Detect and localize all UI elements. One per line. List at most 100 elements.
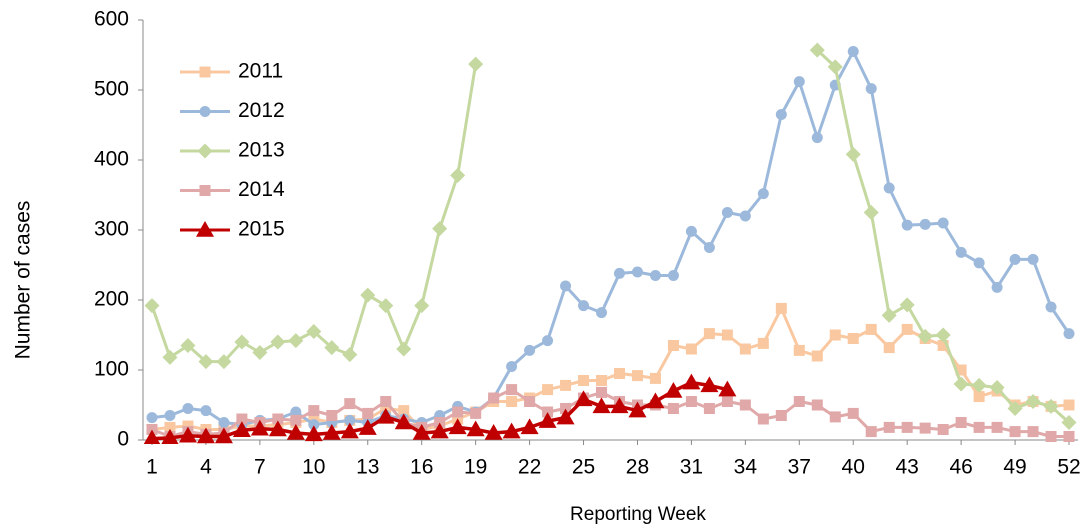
- point: [308, 405, 320, 417]
- point: [1045, 301, 1057, 313]
- series-line: [151, 388, 1070, 438]
- y-tick-label: 400: [94, 148, 129, 171]
- point: [989, 380, 1005, 395]
- point: [613, 368, 625, 379]
- point: [232, 421, 251, 437]
- point: [340, 422, 359, 439]
- x-tick-label: 19: [464, 456, 487, 479]
- point: [182, 420, 194, 432]
- y-tick-label: 500: [94, 78, 129, 101]
- point: [556, 408, 575, 425]
- point: [613, 267, 625, 279]
- legend-marker: [199, 106, 211, 117]
- series-line: [150, 49, 1071, 424]
- point: [721, 396, 733, 407]
- legend-marker: [197, 143, 213, 159]
- point: [973, 421, 985, 433]
- point: [396, 341, 412, 357]
- point: [520, 418, 539, 435]
- point: [360, 287, 376, 303]
- x-tick-label: 46: [949, 456, 972, 479]
- legend-label: 2011: [238, 60, 283, 83]
- point: [304, 425, 323, 442]
- point: [560, 403, 572, 414]
- point: [146, 424, 158, 435]
- point: [596, 386, 608, 398]
- y-tick-label: 100: [94, 358, 129, 381]
- point: [344, 414, 356, 426]
- point: [288, 333, 304, 349]
- point: [344, 398, 356, 410]
- point: [560, 280, 572, 292]
- point: [973, 391, 985, 403]
- point: [432, 221, 448, 237]
- point: [937, 217, 949, 229]
- point: [863, 205, 879, 220]
- point: [682, 373, 701, 390]
- point: [1063, 328, 1075, 340]
- point: [216, 354, 232, 370]
- point: [865, 323, 877, 335]
- point: [685, 396, 697, 407]
- point: [865, 83, 877, 95]
- point: [270, 334, 286, 350]
- point: [829, 329, 841, 341]
- point: [524, 344, 536, 356]
- point: [847, 333, 859, 344]
- point: [272, 413, 284, 425]
- point: [412, 424, 431, 440]
- point: [324, 340, 340, 356]
- point: [757, 188, 769, 200]
- point: [596, 375, 608, 386]
- point: [667, 270, 679, 281]
- point: [198, 354, 214, 370]
- point: [542, 406, 554, 418]
- legend-marker: [196, 221, 214, 237]
- point: [146, 412, 158, 424]
- x-tick-label: 37: [788, 456, 811, 479]
- legend-label: 2012: [238, 99, 285, 122]
- legend-label: 2014: [238, 178, 285, 201]
- point: [342, 347, 358, 363]
- x-tick-label: 52: [1057, 456, 1080, 479]
- point: [538, 412, 557, 428]
- point: [1045, 431, 1057, 442]
- point: [847, 407, 859, 419]
- legend-marker: [199, 66, 211, 78]
- point: [1043, 398, 1059, 414]
- point: [143, 429, 161, 444]
- y-tick-label: 200: [94, 288, 129, 311]
- point: [883, 421, 895, 433]
- point: [646, 392, 665, 409]
- series-line: [151, 306, 1070, 431]
- x-tick-label: 22: [518, 456, 541, 479]
- point: [775, 410, 787, 421]
- point: [847, 46, 859, 57]
- point: [252, 345, 268, 360]
- point: [380, 396, 392, 407]
- point: [793, 76, 805, 88]
- point: [200, 405, 212, 417]
- point: [991, 281, 1003, 293]
- point: [322, 424, 341, 440]
- y-axis-title: Number of cases: [12, 201, 35, 360]
- point: [883, 182, 895, 194]
- point: [955, 246, 967, 258]
- point: [162, 349, 178, 365]
- point: [811, 399, 823, 411]
- point: [452, 406, 464, 418]
- point: [560, 379, 572, 391]
- point: [811, 132, 823, 144]
- point: [218, 417, 230, 428]
- point: [937, 340, 949, 351]
- point: [470, 407, 482, 419]
- point: [306, 324, 322, 339]
- point: [268, 420, 287, 437]
- point: [827, 59, 843, 75]
- point: [180, 338, 196, 353]
- point: [721, 329, 733, 341]
- point: [973, 257, 985, 269]
- point: [917, 328, 933, 344]
- point: [971, 377, 987, 393]
- point: [1025, 394, 1041, 409]
